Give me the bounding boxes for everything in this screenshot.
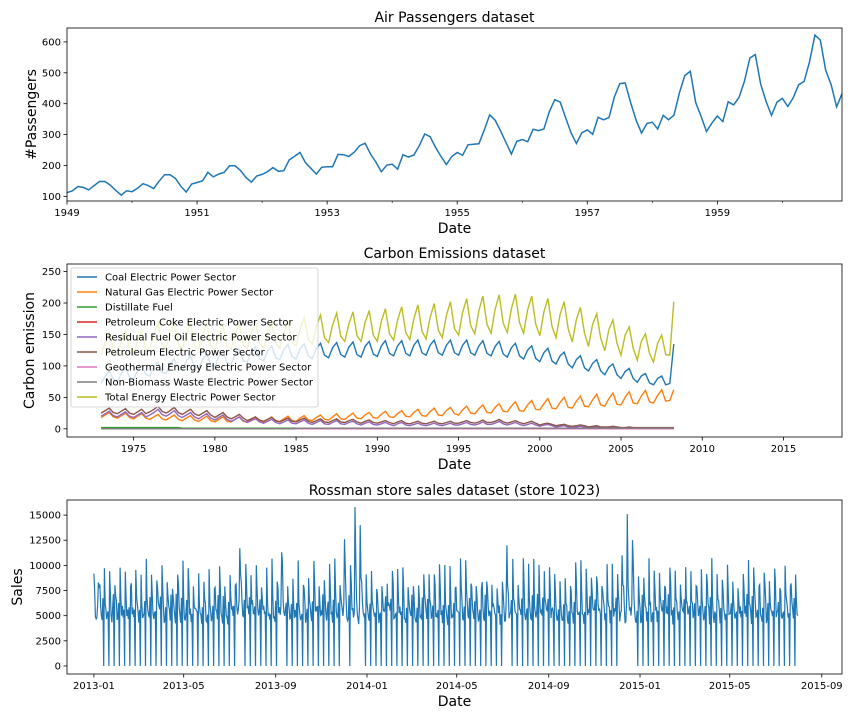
x-tick-label: 2000 <box>527 444 552 455</box>
x-tick-label: 1959 <box>705 208 730 219</box>
legend-entry: Natural Gas Electric Power Sector <box>105 288 274 299</box>
x-tick-label: 1980 <box>202 444 227 455</box>
x-tick-label: 2010 <box>690 444 715 455</box>
y-tick-label: 7500 <box>36 586 61 597</box>
legend-entry: Distillate Fuel <box>105 303 173 314</box>
y-tick-label: 200 <box>42 161 61 172</box>
x-tick-label: 2014-09 <box>528 681 570 692</box>
x-tick-label: 2013-05 <box>163 681 205 692</box>
legend-entry: Non-Biomass Waste Electric Power Sector <box>105 378 314 389</box>
series-line-passengers <box>66 33 843 197</box>
chart-title: Carbon Emissions dataset <box>364 246 546 262</box>
axes-frame-0 <box>66 27 843 202</box>
legend-entry: Coal Electric Power Sector <box>105 273 237 284</box>
x-axis-label: Date <box>438 457 471 473</box>
series-line-sales <box>93 506 799 667</box>
x-tick-label: 1985 <box>283 444 308 455</box>
y-axis-label: Sales <box>10 568 26 605</box>
x-tick-label: 2015 <box>771 444 796 455</box>
legend-entry: Residual Fuel Oil Electric Power Sector <box>105 333 297 344</box>
y-tick-label: 250 <box>42 267 61 278</box>
x-tick-label: 1951 <box>184 208 209 219</box>
chart-title: Air Passengers dataset <box>374 10 535 26</box>
axes-frame-1 <box>66 263 843 438</box>
series-line-1 <box>100 388 675 423</box>
x-tick-label: 1949 <box>54 208 79 219</box>
axes-frame-2 <box>66 499 843 675</box>
legend-entry: Total Energy Electric Power Sector <box>104 393 276 404</box>
y-tick-label: 0 <box>55 661 61 672</box>
y-tick-label: 0 <box>55 424 61 435</box>
x-tick-label: 1957 <box>575 208 600 219</box>
x-tick-label: 2005 <box>608 444 633 455</box>
y-tick-label: 100 <box>42 192 61 203</box>
series-line-4 <box>100 408 674 429</box>
x-tick-label: 1990 <box>365 444 390 455</box>
x-tick-label: 2014-05 <box>436 681 478 692</box>
x-axis-label: Date <box>438 694 471 710</box>
x-tick-label: 1995 <box>446 444 471 455</box>
legend-box <box>70 267 319 408</box>
y-tick-label: 100 <box>42 361 61 372</box>
y-tick-label: 12500 <box>29 536 61 547</box>
y-tick-label: 2500 <box>36 636 61 647</box>
y-tick-label: 150 <box>42 330 61 341</box>
x-tick-label: 2013-01 <box>73 681 115 692</box>
y-axis-label: #Passengers <box>24 69 40 160</box>
series-line-7 <box>101 427 674 430</box>
legend-entry: Geothermal Energy Electric Power Sector <box>105 363 312 374</box>
x-tick-label: 2015-05 <box>709 681 751 692</box>
y-tick-label: 50 <box>48 393 61 404</box>
y-tick-label: 15000 <box>29 511 61 522</box>
x-tick-label: 2015-01 <box>619 681 661 692</box>
x-tick-label: 2013-09 <box>255 681 297 692</box>
y-tick-label: 10000 <box>29 561 61 572</box>
y-tick-label: 500 <box>42 68 61 79</box>
y-tick-label: 200 <box>42 299 61 310</box>
chart-title: Rossman store sales dataset (store 1023) <box>309 483 601 499</box>
y-tick-label: 300 <box>42 130 61 141</box>
x-tick-label: 1975 <box>121 444 146 455</box>
series-line-5 <box>100 405 674 429</box>
y-tick-label: 600 <box>42 37 61 48</box>
x-tick-label: 1953 <box>314 208 339 219</box>
x-tick-label: 1955 <box>444 208 469 219</box>
y-axis-label: Carbon emission <box>22 292 38 409</box>
x-axis-label: Date <box>438 221 471 237</box>
x-tick-label: 2015-09 <box>801 681 843 692</box>
legend-entry: Petroleum Coke Electric Power Sector <box>105 318 293 329</box>
y-tick-label: 400 <box>42 99 61 110</box>
y-tick-label: 5000 <box>36 611 61 622</box>
legend-entry: Petroleum Electric Power Sector <box>105 348 266 359</box>
x-tick-label: 2014-01 <box>346 681 388 692</box>
